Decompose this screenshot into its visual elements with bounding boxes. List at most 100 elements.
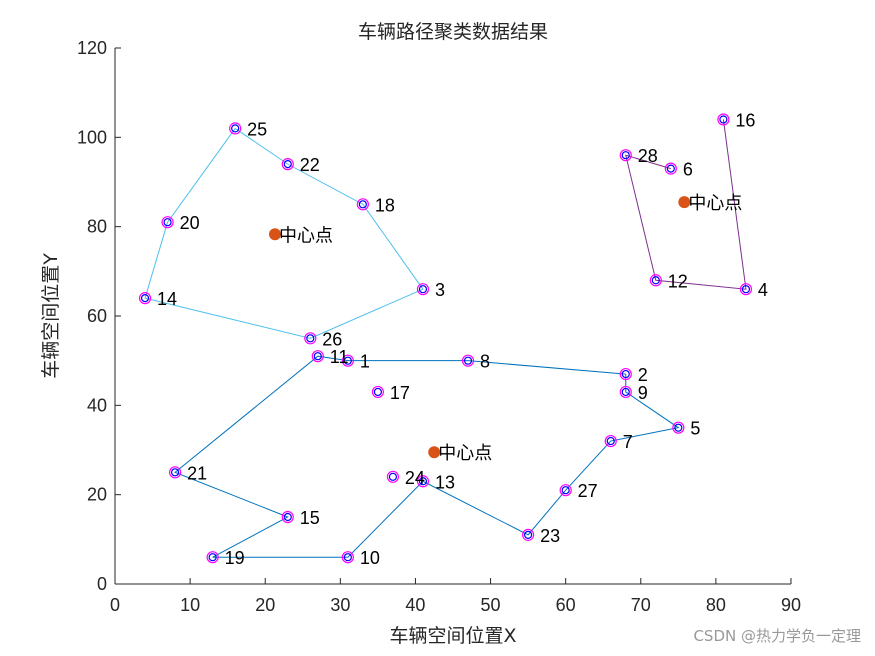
point-label-4: 4 [758, 280, 768, 300]
data-point-core-23 [524, 530, 533, 539]
data-point-13 [416, 475, 430, 488]
x-tick-label: 40 [405, 595, 425, 615]
data-point-core-7 [606, 436, 615, 446]
data-point-18 [356, 198, 369, 211]
point-label-25: 25 [247, 119, 267, 139]
data-point-core-12 [651, 276, 660, 285]
y-tick-label: 100 [77, 127, 107, 147]
data-point-core-25 [231, 124, 240, 133]
data-point-3 [416, 283, 430, 296]
data-point-19 [206, 551, 219, 564]
x-tick-label: 20 [255, 595, 275, 615]
data-point-core-2 [621, 369, 630, 379]
data-point-14 [138, 292, 152, 305]
y-tick-label: 20 [87, 485, 107, 505]
point-label-18: 18 [375, 195, 395, 215]
cluster-center-label-3: 中心点 [438, 443, 492, 464]
point-label-15: 15 [300, 508, 320, 528]
data-point-core-20 [163, 218, 172, 227]
data-point-23 [522, 528, 535, 541]
point-label-10: 10 [360, 548, 380, 568]
data-point-core-1 [343, 356, 352, 365]
x-tick-label: 30 [330, 595, 350, 615]
data-point-6 [664, 162, 677, 175]
x-tick-label: 60 [556, 595, 576, 615]
data-point-16 [717, 113, 730, 126]
data-point-2 [619, 367, 632, 381]
data-point-core-4 [741, 285, 751, 294]
data-point-11 [311, 350, 324, 363]
point-label-19: 19 [225, 548, 245, 568]
x-tick-label: 70 [631, 595, 651, 615]
data-point-core-28 [621, 151, 630, 160]
data-point-10 [341, 551, 354, 564]
point-label-1: 1 [360, 352, 370, 372]
x-axis-title: 车辆空间位置X [389, 625, 516, 647]
data-point-9 [619, 385, 632, 399]
data-point-8 [461, 354, 475, 367]
y-tick-label: 40 [87, 395, 107, 415]
y-tick-label: 60 [87, 306, 107, 326]
route-line-2 [625, 119, 747, 290]
point-label-28: 28 [638, 146, 658, 166]
data-point-core-19 [208, 553, 217, 562]
data-point-17 [371, 385, 384, 399]
data-point-20 [161, 216, 174, 229]
cluster-center-2 [678, 196, 691, 209]
data-point-core-14 [140, 294, 150, 303]
watermark: CSDN @热力学负一定理 [693, 627, 861, 645]
data-point-22 [281, 158, 294, 171]
cluster-center-label-1: 中心点 [279, 225, 333, 246]
x-tick-label: 50 [481, 595, 501, 615]
data-point-core-5 [674, 423, 683, 432]
data-point-1 [341, 354, 354, 367]
point-label-21: 21 [187, 463, 207, 483]
y-tick-label: 0 [97, 574, 107, 594]
point-label-13: 13 [435, 472, 455, 492]
data-point-core-27 [561, 486, 570, 495]
point-label-7: 7 [623, 432, 633, 452]
point-label-24: 24 [405, 468, 425, 488]
point-label-6: 6 [683, 160, 693, 180]
data-point-core-16 [719, 115, 728, 124]
data-point-12 [649, 274, 662, 287]
data-point-25 [229, 122, 242, 135]
point-label-14: 14 [157, 289, 177, 309]
point-label-17: 17 [390, 383, 410, 403]
route-line-1 [144, 127, 424, 339]
y-axis-title: 车辆空间位置Y [40, 253, 62, 379]
data-point-5 [672, 421, 685, 434]
data-point-core-26 [306, 334, 315, 343]
point-label-5: 5 [690, 419, 700, 439]
x-tick-label: 10 [180, 595, 200, 615]
data-point-core-11 [313, 352, 322, 361]
cluster-center-3 [428, 446, 441, 459]
cluster-center-1 [268, 228, 281, 241]
x-tick-label: 90 [781, 595, 801, 615]
point-label-8: 8 [480, 352, 490, 372]
point-label-23: 23 [540, 526, 560, 546]
point-label-12: 12 [668, 271, 688, 291]
point-label-20: 20 [180, 213, 200, 233]
point-label-26: 26 [322, 329, 342, 349]
data-point-26 [304, 332, 317, 345]
data-point-4 [739, 283, 753, 296]
point-label-2: 2 [638, 365, 648, 385]
data-point-core-9 [621, 387, 630, 397]
point-label-3: 3 [435, 280, 445, 300]
data-point-core-10 [343, 553, 352, 562]
data-point-27 [559, 484, 572, 497]
data-point-core-13 [418, 477, 428, 486]
point-label-16: 16 [735, 110, 755, 130]
data-point-core-24 [388, 472, 398, 481]
chart-title: 车辆路径聚类数据结果 [358, 21, 548, 43]
y-tick-label: 80 [87, 217, 107, 237]
x-tick-label: 0 [110, 595, 120, 615]
data-point-24 [386, 470, 400, 483]
point-label-22: 22 [300, 155, 320, 175]
x-tick-label: 80 [706, 595, 726, 615]
data-point-15 [281, 510, 294, 524]
cluster-center-label-2: 中心点 [688, 193, 742, 214]
